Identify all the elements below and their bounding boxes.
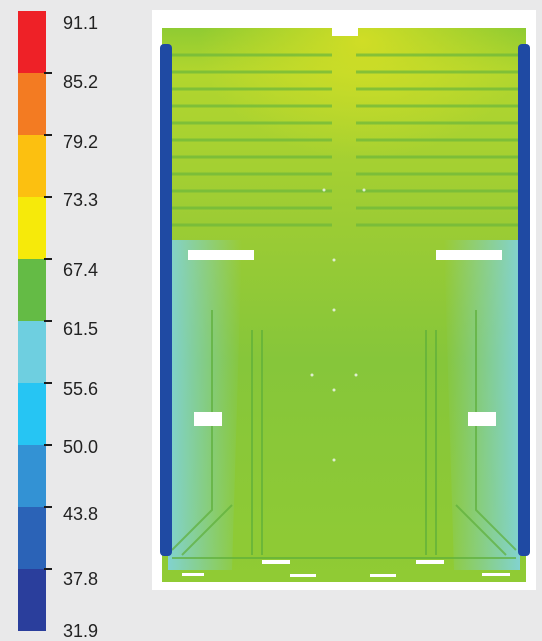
legend-swatch-7 [18, 383, 46, 445]
legend-tick [44, 382, 52, 384]
legend-swatch-2 [18, 73, 46, 135]
cutouts [182, 28, 510, 577]
mounting-holes [310, 188, 366, 462]
legend-label: 61.5 [63, 319, 99, 339]
legend-tick [44, 134, 52, 136]
legend-swatch-4 [18, 197, 46, 259]
legend-label: 79.2 [63, 132, 99, 152]
legend-swatch-8 [18, 445, 46, 507]
right-side-rail [518, 44, 530, 556]
legend-tick [44, 506, 52, 508]
legend-swatch-5 [18, 259, 46, 321]
rib-lines [170, 53, 518, 227]
left-side-rail [160, 44, 172, 556]
left-cool-zone [168, 240, 242, 570]
legend-label: 85.2 [63, 72, 99, 92]
legend-tick [44, 258, 52, 260]
legend-swatch-3 [18, 135, 46, 197]
right-cool-zone [444, 240, 520, 570]
legend-tick [44, 72, 52, 74]
legend-swatch-9 [18, 507, 46, 569]
legend-label: 67.4 [63, 260, 99, 280]
legend-label: 73.3 [63, 190, 99, 210]
legend-label: 55.6 [63, 379, 99, 399]
legend-label: 91.1 [63, 13, 99, 33]
legend-tick [44, 444, 52, 446]
legend-label: 43.8 [63, 504, 99, 524]
color-scale-legend: 91.1 85.2 79.2 73.3 67.4 61.5 55.6 50.0 … [0, 0, 140, 641]
legend-tick [44, 568, 52, 570]
simulation-result-image [152, 10, 536, 590]
part-contour-plot [160, 28, 530, 582]
legend-label: 37.8 [63, 569, 99, 589]
legend-label: 31.9 [63, 621, 99, 641]
legend-swatch-6 [18, 321, 46, 383]
legend-tick [44, 196, 52, 198]
legend-tick [44, 320, 52, 322]
lower-structure-lines [171, 310, 517, 559]
legend-swatch-1 [18, 11, 46, 73]
legend-label: 50.0 [63, 437, 99, 457]
legend-swatch-10 [18, 569, 46, 631]
